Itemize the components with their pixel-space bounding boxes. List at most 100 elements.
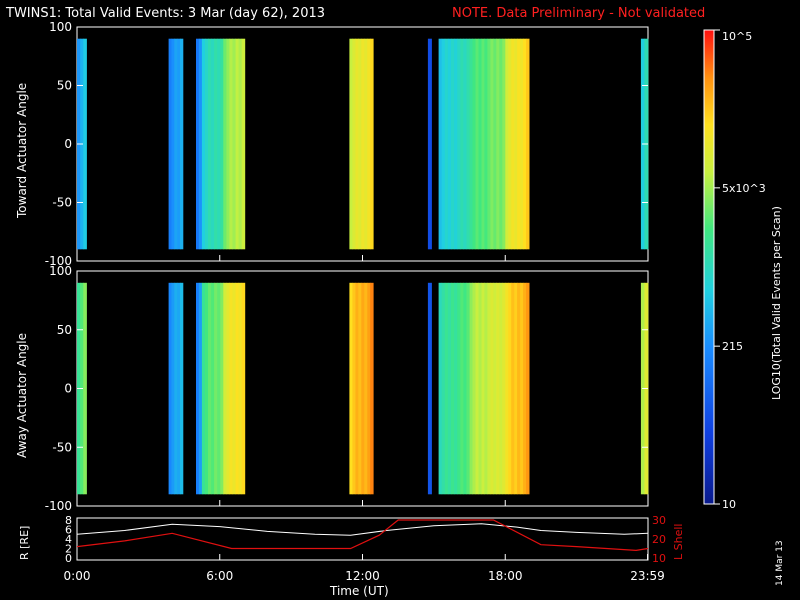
heatmap-column	[171, 38, 175, 250]
heatmap-column	[496, 38, 500, 250]
heatmap-column	[508, 38, 512, 250]
y-tick-label: 100	[49, 264, 72, 278]
heatmap-column	[223, 282, 227, 495]
heatmap-column	[226, 282, 230, 495]
heatmap-column	[229, 282, 233, 495]
heatmap-column	[447, 38, 452, 250]
heatmap-column	[352, 282, 356, 495]
orbit-x-tick-label: 18:00	[488, 569, 523, 583]
heatmap-column	[441, 282, 446, 495]
heatmap-column	[487, 38, 491, 250]
heatmap-column	[198, 282, 203, 495]
heatmap-column	[229, 38, 233, 250]
heatmap-column	[355, 282, 359, 495]
heatmap-column	[168, 282, 172, 495]
colorbar-label: LOG10(Total Valid Events per Scan)	[770, 206, 783, 400]
heatmap-column	[484, 38, 488, 250]
heatmap-column	[526, 282, 530, 495]
heatmap-column	[238, 282, 243, 495]
orbit-left-tick-label: 8	[65, 514, 72, 527]
away-scans	[77, 282, 649, 495]
orbit-right-tick-label: 20	[652, 533, 666, 546]
heatmap-column	[370, 38, 374, 250]
heatmap-column	[217, 38, 221, 250]
toward-panel: 100 50 0 -50 -100	[45, 20, 649, 268]
heatmap-column	[499, 38, 503, 250]
heatmap-column	[454, 38, 458, 250]
heatmap-column	[232, 38, 236, 250]
r-series-line	[76, 523, 649, 536]
y-tick-label: -100	[45, 254, 72, 268]
heatmap-column	[490, 38, 494, 250]
y-tick-label: 50	[57, 323, 72, 337]
heatmap-column	[451, 282, 455, 495]
heatmap-column	[496, 282, 500, 495]
heatmap-column	[201, 282, 206, 495]
heatmap-column	[352, 38, 356, 250]
heatmap-column	[235, 282, 240, 495]
colorbar-ticks: 10 215 5x10^3 10^5	[714, 29, 766, 511]
heatmap-column	[444, 282, 449, 495]
heatmap-column	[177, 38, 181, 250]
heatmap-column	[472, 38, 476, 250]
heatmap-column	[447, 282, 452, 495]
toward-ylabel: Toward Actuator Angle	[15, 82, 29, 218]
heatmap-column	[427, 282, 432, 495]
heatmap-column	[505, 38, 509, 250]
heatmap-column	[499, 282, 503, 495]
heatmap-column	[208, 38, 212, 250]
heatmap-column	[517, 282, 521, 495]
heatmap-column	[214, 282, 218, 495]
orbit-ylabel-left: R [RE]	[18, 525, 31, 560]
heatmap-column	[168, 38, 172, 250]
heatmap-column	[180, 38, 184, 250]
orbit-left-tick-label: 4	[65, 533, 72, 546]
lshell-series-line	[76, 519, 649, 552]
heatmap-column	[370, 282, 374, 495]
heatmap-column	[83, 282, 87, 495]
heatmap-column	[478, 282, 482, 495]
heatmap-column	[457, 38, 461, 250]
heatmap-column	[205, 38, 209, 250]
heatmap-column	[349, 38, 353, 250]
heatmap-column	[349, 282, 353, 495]
heatmap-column	[493, 38, 497, 250]
heatmap-column	[358, 38, 362, 250]
colorbar: 10 215 5x10^3 10^5	[703, 29, 766, 511]
orbit-left-tick-label: 6	[65, 524, 72, 537]
heatmap-column	[211, 38, 215, 250]
heatmap-column	[523, 282, 527, 495]
heatmap-column	[180, 282, 184, 495]
colorbar-tick-label: 215	[722, 340, 743, 353]
heatmap-column	[174, 38, 178, 250]
heatmap-column	[364, 282, 368, 495]
colorbar-tick-label: 10^5	[722, 30, 752, 43]
heatmap-column	[205, 282, 209, 495]
heatmap-column	[441, 38, 446, 250]
heatmap-column	[223, 38, 227, 250]
preliminary-note: NOTE. Data Preliminary - Not validated	[452, 6, 706, 21]
heatmap-column	[460, 282, 464, 495]
heatmap-column	[241, 38, 246, 250]
heatmap-column	[451, 38, 455, 250]
heatmap-column	[487, 282, 491, 495]
heatmap-column	[361, 282, 365, 495]
heatmap-column	[463, 282, 467, 495]
away-ylabel: Away Actuator Angle	[15, 332, 29, 458]
heatmap-column	[361, 38, 365, 250]
orbit-ylabel-right: L Shell	[672, 523, 685, 560]
heatmap-column	[460, 38, 464, 250]
toward-scans	[77, 38, 649, 250]
heatmap-column	[514, 38, 518, 250]
heatmap-column	[502, 38, 506, 250]
orbit-left-tick-label: 2	[65, 543, 72, 556]
heatmap-column	[475, 38, 479, 250]
heatmap-column	[484, 282, 488, 495]
y-tick-label: -50	[52, 440, 72, 454]
heatmap-column	[196, 38, 200, 250]
y-tick-label: -50	[52, 196, 72, 210]
heatmap-column	[367, 282, 371, 495]
heatmap-column	[196, 282, 200, 495]
heatmap-column	[466, 38, 470, 250]
